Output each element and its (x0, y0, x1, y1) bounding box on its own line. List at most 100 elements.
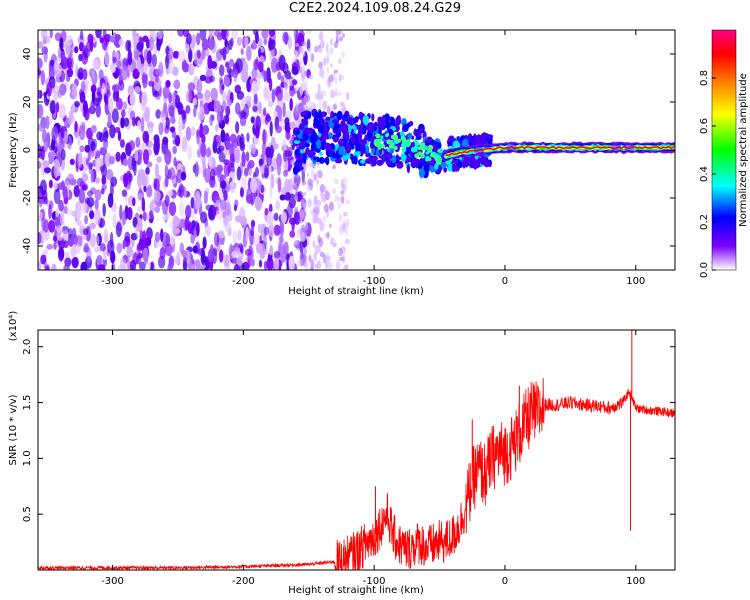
noise-cell (134, 149, 139, 162)
noise-cell (63, 240, 69, 249)
noise-cell (199, 74, 207, 82)
noise-cell (142, 149, 150, 165)
noise-cell (95, 177, 100, 184)
noise-cell (129, 259, 137, 270)
noise-cell (223, 214, 229, 227)
noise-cell (314, 263, 319, 269)
noise-cell (187, 82, 196, 92)
signal-cell (354, 116, 359, 123)
spectrogram-x-label: Height of straight line (km) (288, 286, 424, 297)
noise-cell (78, 124, 86, 141)
signal-cell (437, 149, 441, 153)
noise-cell (111, 108, 119, 123)
noise-cell (186, 33, 192, 45)
noise-cell (106, 82, 110, 95)
signal-cell (318, 110, 322, 121)
noise-cell (101, 37, 108, 51)
noise-cell (121, 65, 128, 81)
noise-cell (258, 259, 263, 268)
noise-cell (84, 144, 91, 153)
noise-cell (89, 233, 97, 248)
signal-cell (416, 131, 422, 137)
noise-cell (43, 196, 48, 205)
noise-cell (199, 122, 204, 139)
noise-cell (100, 188, 105, 195)
noise-cell (74, 120, 78, 133)
noise-cell (108, 97, 114, 113)
noise-cell (102, 202, 106, 217)
noise-cell (298, 105, 301, 113)
noise-cell (43, 167, 52, 174)
noise-cell (78, 187, 85, 204)
noise-cell (332, 164, 336, 170)
noise-cell (227, 98, 232, 107)
noise-cell (279, 194, 286, 201)
signal-cell (456, 136, 461, 142)
noise-cell (283, 169, 289, 177)
y-tick-label: 1.0 (22, 450, 33, 466)
signal-cell (421, 142, 425, 146)
page-title: C2E2.2024.109.08.24.G29 (288, 1, 462, 16)
noise-cell (273, 257, 280, 270)
noise-cell (244, 36, 249, 47)
noise-cell (119, 204, 123, 221)
noise-cell (318, 34, 324, 41)
noise-cell (40, 254, 46, 265)
noise-cell (312, 240, 316, 248)
noise-cell (88, 162, 93, 170)
noise-cell (328, 261, 334, 270)
noise-cell (52, 235, 58, 242)
noise-cell (279, 220, 285, 237)
noise-cell (295, 189, 299, 197)
noise-cell (179, 201, 185, 218)
noise-cell (268, 30, 276, 37)
noise-cell (210, 87, 218, 102)
signal-cell (368, 125, 375, 133)
noise-cell (262, 107, 267, 117)
noise-cell (331, 242, 337, 247)
noise-cell (78, 53, 83, 62)
noise-cell (241, 151, 246, 168)
signal-cell (473, 146, 484, 155)
noise-cell (169, 221, 174, 229)
x-tick-label: -100 (363, 576, 386, 587)
noise-cell (224, 61, 230, 68)
signal-cell (406, 163, 411, 174)
noise-cell (289, 84, 295, 97)
noise-cell (277, 177, 282, 193)
signal-cell (413, 128, 418, 136)
noise-cell (273, 224, 281, 236)
y-tick-label: -40 (22, 238, 33, 254)
noise-cell (38, 261, 42, 270)
noise-cell (115, 221, 122, 238)
noise-cell (122, 210, 127, 226)
noise-cell (137, 205, 142, 213)
noise-cell (63, 229, 69, 244)
signal-cell (347, 124, 352, 134)
noise-cell (306, 172, 309, 177)
noise-cell (83, 242, 89, 253)
noise-cell (322, 57, 327, 66)
noise-cell (193, 106, 197, 118)
noise-cell (201, 258, 208, 266)
noise-cell (233, 264, 240, 270)
noise-cell (253, 93, 258, 105)
noise-cell (43, 48, 48, 63)
noise-cell (176, 169, 183, 184)
noise-cell (198, 105, 205, 121)
noise-cell (335, 77, 338, 85)
noise-cell (117, 80, 125, 92)
noise-cell (79, 224, 83, 235)
noise-cell (286, 202, 293, 219)
noise-cell (39, 179, 47, 195)
noise-cell (291, 79, 298, 86)
noise-cell (300, 97, 304, 106)
noise-cell (103, 228, 109, 244)
noise-cell (53, 188, 61, 205)
noise-cell (66, 68, 74, 78)
noise-cell (71, 227, 77, 239)
noise-cell (275, 200, 281, 211)
noise-cell (275, 125, 282, 134)
noise-cell (282, 31, 289, 44)
noise-cell (301, 180, 307, 186)
